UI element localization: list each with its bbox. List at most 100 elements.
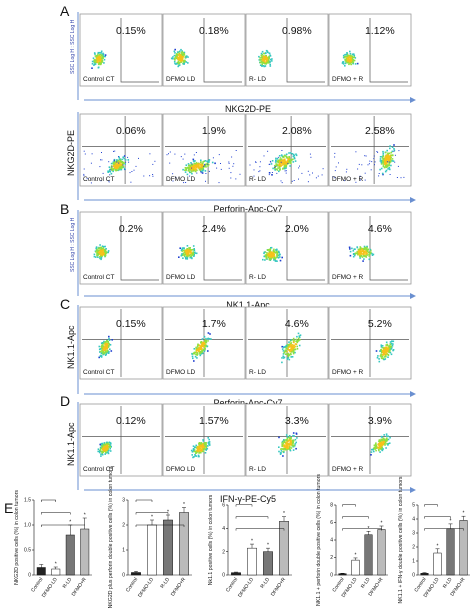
- cell-cloud: [249, 150, 324, 184]
- category-label: Control: [30, 577, 44, 594]
- comparison-bracket: [424, 504, 438, 507]
- gate-line: [286, 216, 325, 281]
- sample-label: Control CT: [83, 76, 114, 83]
- percent-label: 2.4%: [202, 223, 226, 235]
- sample-label: R- LD: [249, 76, 266, 83]
- bar: [231, 572, 241, 576]
- dot-plot: 4.6% DFMO + R: [328, 211, 412, 285]
- bar: [147, 524, 157, 576]
- y-tick-label: 6: [222, 503, 225, 509]
- error-bar: [39, 564, 44, 568]
- bar-y-label: Nk1.1 positive cells (%) in colon tumors: [208, 494, 214, 585]
- flow-row: C NK1.1-Apc 0.15% Control CT 1.7% DFMO LD 4.6%…: [60, 296, 416, 408]
- cell-cloud: [178, 245, 198, 260]
- category-label: R-LD: [260, 576, 272, 589]
- sample-label: DFMO LD: [166, 76, 196, 83]
- y-tick-label: 2: [222, 549, 225, 555]
- percent-label: 0.12%: [116, 415, 146, 427]
- bar: [377, 529, 386, 576]
- gate-line: [286, 18, 325, 83]
- sample-label: R- LD: [249, 466, 266, 473]
- gate-line: [369, 216, 408, 281]
- dot-plot: 0.12% Control CT: [79, 403, 163, 477]
- y-axis-label: NKG2D-PE: [66, 130, 76, 176]
- bar: [420, 573, 429, 576]
- y-tick-label: 0: [122, 573, 125, 579]
- error-bar: [234, 571, 238, 573]
- bar: [36, 567, 46, 576]
- error-bar: [68, 524, 73, 535]
- bar: [351, 559, 360, 576]
- cell-cloud: [348, 245, 375, 262]
- bar-chart: 0 1 2 3 NKG2D plus perforin double positive …: [108, 466, 192, 608]
- dot-plot: 3.3% R- LD: [245, 403, 329, 477]
- category-label: DFMO-LD: [137, 576, 155, 598]
- y-tick-label: 1: [122, 548, 125, 554]
- comparison-bracket: [342, 516, 369, 519]
- sample-label: DFMO LD: [166, 466, 196, 473]
- dot-plot: 0.2% Control CT: [79, 211, 163, 285]
- cell-cloud: [98, 335, 113, 359]
- percent-label: 0.2%: [119, 223, 143, 235]
- bar-y-label: NK1.1 + IFN-γ double positive cells (%) …: [398, 476, 404, 603]
- bar-chart: 0 1 2 3 4 5 NK1.1 + IFN-γ double positive cell…: [398, 476, 470, 604]
- category-label: Control: [125, 577, 139, 594]
- significance-star: *: [355, 552, 357, 558]
- y-axis-label: NK1.1-Apc: [66, 422, 76, 466]
- percent-label: 1.12%: [365, 25, 395, 37]
- x-axis-label: NKG2D-PE: [225, 104, 271, 114]
- dot-plot: 4.6% R- LD: [245, 306, 329, 380]
- comparison-bracket: [135, 499, 153, 502]
- bar: [65, 534, 75, 576]
- x-axis-label: Perforin-Apc-Cy7: [213, 204, 282, 214]
- y-tick-label: 1: [412, 559, 415, 565]
- bar: [247, 547, 257, 576]
- sample-label: R- LD: [249, 274, 266, 281]
- x-axis-arrowhead: [410, 487, 416, 493]
- y-tick-label: 2: [412, 545, 415, 551]
- x-axis-arrowhead: [410, 97, 416, 103]
- comparison-bracket: [41, 524, 85, 527]
- error-bar: [82, 517, 87, 529]
- error-bar: [353, 557, 358, 561]
- bar: [364, 534, 373, 576]
- dot-plot: 0.15% Control CT: [79, 306, 163, 380]
- category-label: DFMO+R: [71, 576, 88, 597]
- cell-cloud: [83, 150, 156, 184]
- comparison-bracket: [135, 512, 169, 515]
- error-bar: [282, 516, 286, 522]
- percent-label: 2.08%: [282, 125, 312, 137]
- category-label: R-LD: [442, 576, 454, 589]
- comparison-bracket: [41, 512, 71, 515]
- comparison-bracket: [424, 528, 464, 531]
- significance-star: *: [283, 511, 285, 517]
- percent-label: 0.98%: [282, 25, 312, 37]
- error-bar: [134, 571, 138, 573]
- cell-cloud: [166, 150, 241, 184]
- significance-star: *: [69, 520, 71, 526]
- sample-label: R- LD: [249, 176, 266, 183]
- percent-label: 3.9%: [368, 415, 392, 427]
- dot-plot: 1.12% DFMO + R: [328, 13, 412, 87]
- cell-cloud: [97, 441, 112, 457]
- cell-cloud: [91, 50, 107, 69]
- error-bar: [435, 548, 440, 554]
- x-axis-arrowhead: [410, 197, 416, 203]
- bar-chart: 0 0.5 1.0 1.5 NKG2D positive cells (%) in co…: [14, 490, 92, 599]
- significance-star: *: [251, 539, 253, 545]
- significance-star: *: [267, 543, 269, 549]
- dot-plot: 2.0% R- LD: [245, 211, 329, 285]
- bar-y-label: NK1.1 + perforin double positive cells (…: [316, 474, 322, 606]
- cell-cloud: [341, 50, 359, 67]
- error-bar: [182, 507, 186, 513]
- cell-cloud: [375, 340, 395, 363]
- cell-cloud: [191, 332, 212, 362]
- cell-cloud: [370, 433, 391, 456]
- y-tick-label: 0: [330, 573, 333, 579]
- sample-label: Control CT: [83, 176, 114, 183]
- cell-cloud: [332, 144, 405, 183]
- error-bar: [366, 531, 371, 535]
- bar: [131, 572, 141, 576]
- y-axis-label: NK1.1-Apc: [66, 325, 76, 369]
- percent-label: 0.06%: [116, 125, 146, 137]
